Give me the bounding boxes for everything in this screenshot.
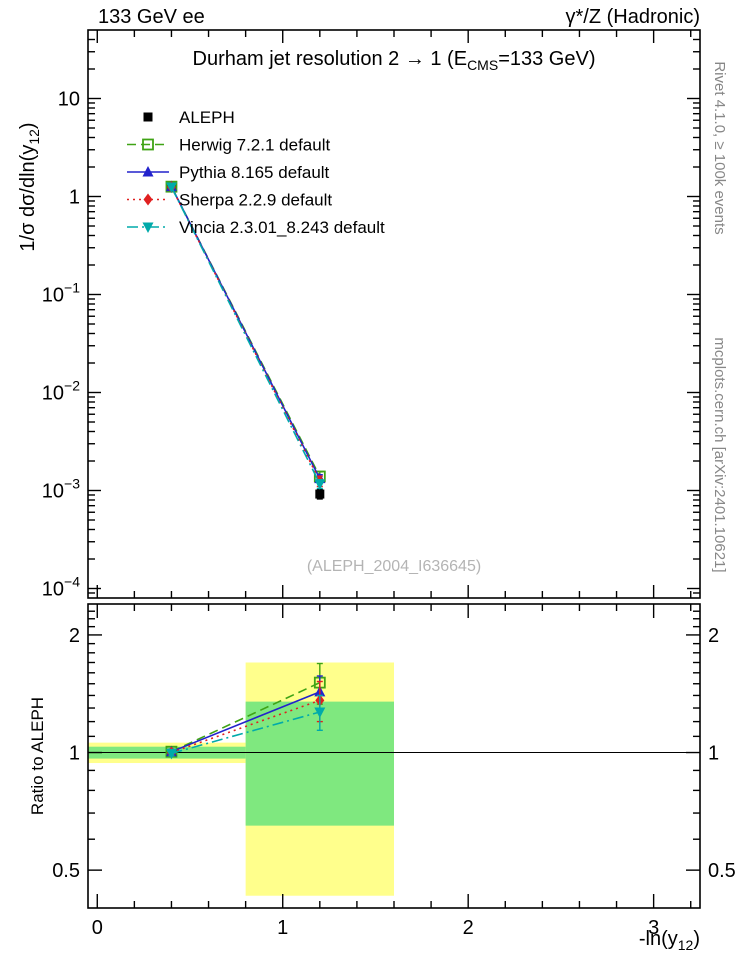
- x-tick-label: 0: [92, 917, 103, 939]
- square-marker: [315, 489, 325, 499]
- series: [165, 182, 326, 490]
- legend-entry: Vincia 2.3.01_8.243 default: [127, 218, 385, 237]
- legend-entry: Pythia 8.165 default: [127, 163, 330, 182]
- y-tick-label-ratio-left: 0.5: [52, 860, 80, 882]
- ratio-series: [165, 662, 326, 760]
- series: [165, 694, 326, 760]
- y-tick-label-main: 10−4: [42, 574, 80, 601]
- legend-label: Vincia 2.3.01_8.243 default: [179, 218, 385, 237]
- x-tick-label: 1: [277, 917, 288, 939]
- x-tick-label: 2: [463, 917, 474, 939]
- y-axis-title-main: 1/σ dσ/dln(y12): [17, 122, 42, 252]
- y-tick-label-ratio-left: 2: [69, 625, 80, 647]
- ratio-panel-frame: [87, 603, 701, 909]
- main-panel-frame: [87, 29, 701, 599]
- diamond-marker: [143, 193, 153, 206]
- y-tick-label-ratio-left: 1: [69, 743, 80, 765]
- triangle-up-marker: [142, 166, 154, 177]
- ratio-uncertainty-bands: [88, 662, 394, 896]
- triangle-down-marker: [165, 182, 177, 194]
- legend-entry: Sherpa 2.2.9 default: [127, 191, 332, 210]
- y-axis-title-ratio: Ratio to ALEPH: [28, 696, 47, 816]
- y-tick-label-main: 10−3: [42, 476, 80, 503]
- legend-label: Pythia 8.165 default: [179, 163, 330, 182]
- y-tick-label-ratio-right: 2: [708, 625, 719, 647]
- y-tick-label-main: 10−1: [42, 280, 80, 307]
- tick-labels: 10 1 10−1 10−2 10−3 10−4 0.5 0.5 1 1 2 2 0 1 2 3: [42, 88, 736, 939]
- y-tick-label-main: 10−2: [42, 378, 80, 405]
- legend-label: Herwig 7.2.1 default: [179, 136, 330, 155]
- legend: ALEPH Herwig 7.2.1 default Pythia 8.165 de…: [127, 108, 385, 237]
- legend-label: Sherpa 2.2.9 default: [179, 191, 332, 210]
- triangle-down-marker: [142, 222, 154, 233]
- y-tick-label-ratio-right: 1: [708, 743, 719, 765]
- x-tick-label: 3: [648, 917, 659, 939]
- triangle-down-marker: [165, 748, 177, 760]
- legend-entry: ALEPH: [143, 108, 235, 127]
- x-axis-title: -ln(y12): [638, 928, 700, 953]
- rivet-version-note: Rivet 4.1.0, ≥ 100k events: [711, 61, 728, 235]
- header-beam-energy: 133 GeV ee: [98, 6, 205, 28]
- mcplots-reference-note: mcplots.cern.ch [arXiv:2401.10621]: [711, 337, 728, 573]
- main-series: [165, 180, 326, 500]
- legend-label: ALEPH: [179, 108, 235, 127]
- y-tick-label-main: 10: [58, 88, 80, 110]
- legend-entry: Herwig 7.2.1 default: [127, 136, 330, 155]
- header-process: γ*/Z (Hadronic): [565, 6, 700, 28]
- triangle-down-marker: [314, 479, 326, 490]
- triangle-down-marker: [314, 707, 326, 718]
- analysis-id-watermark: (ALEPH_2004_I636645): [306, 558, 482, 575]
- axes-and-ticks: [87, 29, 701, 909]
- y-tick-label-main: 1: [69, 187, 80, 209]
- open-square-marker: [142, 138, 154, 151]
- y-tick-label-ratio-right: 0.5: [708, 860, 736, 882]
- square-marker: [143, 112, 153, 122]
- plot-title: Durham jet resolution 2 → 1 (ECMS=133 Ge…: [192, 48, 596, 73]
